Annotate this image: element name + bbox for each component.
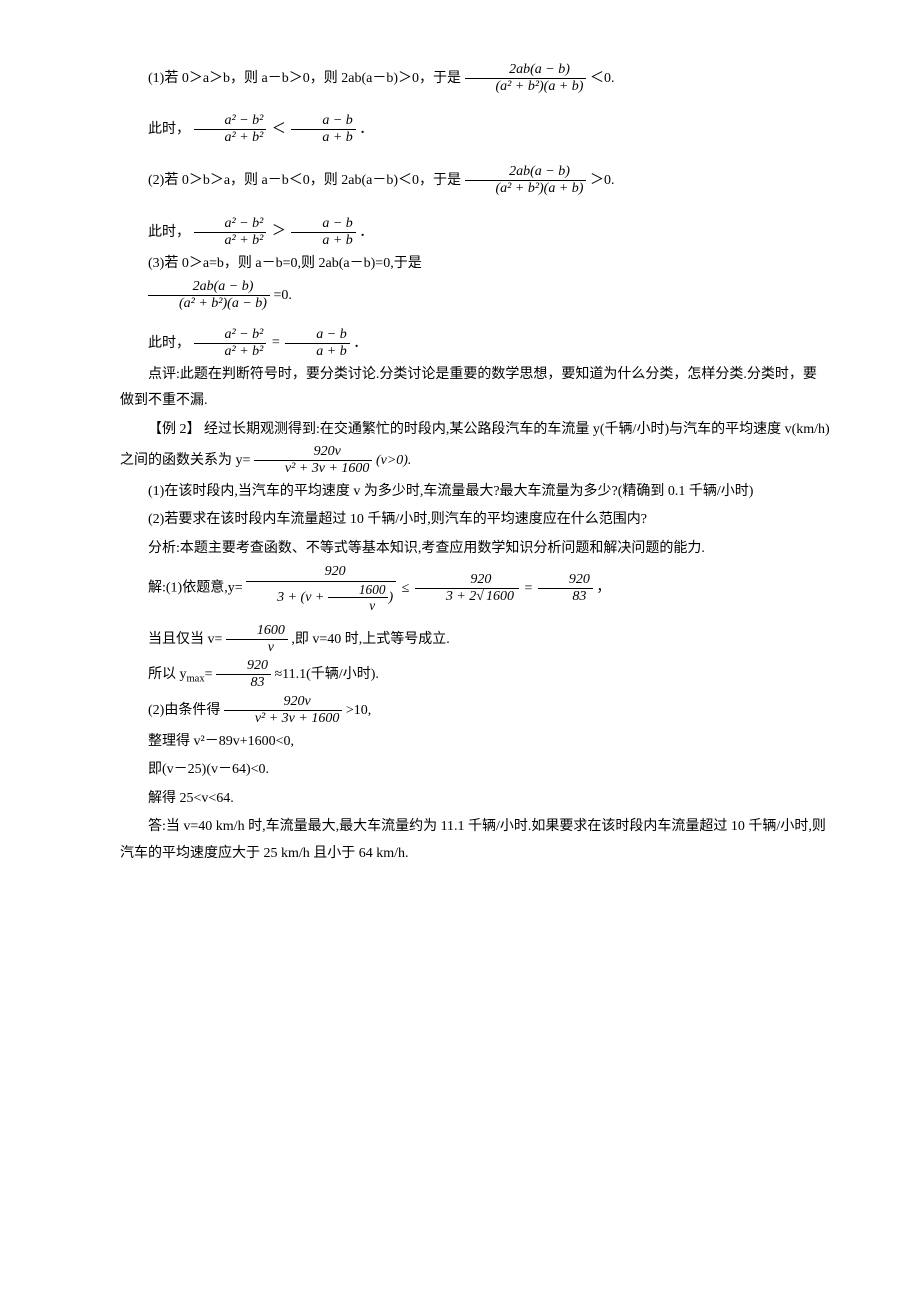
para-solve: 解得 25<v<64. (120, 786, 830, 813)
para-case1: (1)若 0＞a＞b，则 a－b＞0，则 2ab(a－b)＞0，于是 2ab(a… (120, 62, 830, 95)
text: >10, (346, 702, 371, 717)
text: 当且仅当 v= (148, 632, 222, 647)
text: 答:当 v=40 km/h 时,车流量最大,最大车流量约为 11.1 千辆/小时… (120, 819, 826, 861)
fraction-3: 2ab(a − b) (a² + b²)(a − b) (148, 279, 270, 312)
para-q2: (2)若要求在该时段内车流量超过 10 千辆/小时,则汽车的平均速度应在什么范围… (120, 507, 830, 534)
text: ． (359, 224, 373, 239)
text: 即(v－25)(v－64)<0. (148, 762, 269, 777)
para-case3-frac: 2ab(a − b) (a² + b²)(a − b) =0. (120, 279, 830, 312)
fraction-1: 2ab(a − b) (a² + b²)(a + b) (465, 62, 587, 95)
para-case2-result: 此时， a² − b² a² + b² ＞ a − b a + b ． (120, 216, 830, 249)
para-equality-cond: 当且仅当 v= 1600 v ,即 v=40 时,上式等号成立. (120, 623, 830, 656)
lt-sign: ＜ (270, 122, 288, 137)
text: 所以 y (148, 667, 187, 682)
fraction-2b-2: a − b a + b (291, 216, 355, 249)
text: ． (359, 122, 373, 137)
fraction-1b: 2ab(a − b) (a² + b²)(a + b) (465, 164, 587, 197)
text: =0. (273, 288, 291, 303)
para-case3-result: 此时， a² − b² a² + b² = a − b a + b ． (120, 327, 830, 360)
text: 此时， (148, 224, 190, 239)
fraction-sol-b: 920 3 + 2√1600 (415, 572, 519, 605)
para-example2: 【例 2】 经过长期观测得到:在交通繁忙的时段内,某公路段汽车的车流量 y(千辆… (120, 417, 830, 477)
text: (v>0). (376, 452, 412, 467)
text: 点评:此题在判断符号时，要分类讨论.分类讨论是重要的数学思想，要知道为什么分类，… (120, 367, 817, 409)
para-comment: 点评:此题在判断符号时，要分类讨论.分类讨论是重要的数学思想，要知道为什么分类，… (120, 362, 830, 415)
para-factor: 即(v－25)(v－64)<0. (120, 757, 830, 784)
text: (2)若 0＞b＞a，则 a－b＜0，则 2ab(a－b)＜0，于是 (148, 173, 461, 188)
fraction-2b: a − b a + b (291, 113, 355, 146)
text: (1)在该时段内,当汽车的平均速度 v 为多少时,车流量最大?最大车流量为多少?… (148, 484, 753, 499)
text: (2)若要求在该时段内车流量超过 10 千辆/小时,则汽车的平均速度应在什么范围… (148, 512, 647, 527)
text: ， (596, 581, 610, 596)
fraction-model-2: 920v v² + 3v + 1600 (224, 694, 343, 727)
fraction-model: 920v v² + 3v + 1600 (254, 444, 373, 477)
text: ,即 v=40 时,上式等号成立. (291, 632, 449, 647)
para-case1-result: 此时， a² − b² a² + b² ＜ a − b a + b ． (120, 113, 830, 146)
text: ＞0. (590, 173, 615, 188)
text: 解:(1)依题意,y= (148, 581, 243, 596)
para-simplify: 整理得 v²－89v+1600<0, (120, 729, 830, 756)
text: ＜0. (590, 71, 615, 86)
eq-sign-2: = (522, 581, 534, 596)
text: (2)由条件得 (148, 702, 220, 717)
para-q1: (1)在该时段内,当汽车的平均速度 v 为多少时,车流量最大?最大车流量为多少?… (120, 479, 830, 506)
text: 分析:本题主要考查函数、不等式等基本知识,考查应用数学知识分析问题和解决问题的能… (148, 541, 705, 556)
text: 整理得 v²－89v+1600<0, (148, 734, 294, 749)
le-sign: ≤ (400, 581, 412, 596)
text: 解得 25<v<64. (148, 791, 234, 806)
text: = (205, 667, 213, 682)
fraction-sol-c: 920 83 (538, 572, 593, 605)
para-case3: (3)若 0＞a=b，则 a－b=0,则 2ab(a－b)=0,于是 (120, 251, 830, 278)
text: 此时， (148, 335, 190, 350)
fraction-2a: a² − b² a² + b² (194, 113, 267, 146)
para-case2: (2)若 0＞b＞a，则 a－b＜0，则 2ab(a－b)＜0，于是 2ab(a… (120, 164, 830, 197)
para-solution2: (2)由条件得 920v v² + 3v + 1600 >10, (120, 694, 830, 727)
fraction-2a-3: a² − b² a² + b² (194, 327, 267, 360)
fraction-1600v: 1600 v (226, 623, 288, 656)
fraction-920-83: 920 83 (216, 658, 271, 691)
fraction-2a-2: a² − b² a² + b² (194, 216, 267, 249)
subscript-max: max (187, 674, 205, 685)
text: 【例 2】 经过长期观测得到:在交通繁忙的时段内,某公路段汽车的车流量 y(千辆… (120, 422, 830, 467)
para-ymax: 所以 ymax= 920 83 ≈11.1(千辆/小时). (120, 658, 830, 691)
para-solution1: 解:(1)依题意,y= 920 3 + (v + 1600 v ) ≤ 920 … (120, 564, 830, 613)
eq-sign: = (270, 335, 282, 350)
fraction-2b-3: a − b a + b (285, 327, 349, 360)
text: ≈11.1(千辆/小时). (274, 667, 378, 682)
fraction-sol-a: 920 3 + (v + 1600 v ) (246, 564, 396, 613)
gt-sign: ＞ (270, 224, 288, 239)
para-analysis: 分析:本题主要考查函数、不等式等基本知识,考查应用数学知识分析问题和解决问题的能… (120, 536, 830, 563)
text: (3)若 0＞a=b，则 a－b=0,则 2ab(a－b)=0,于是 (148, 256, 422, 271)
para-answer: 答:当 v=40 km/h 时,车流量最大,最大车流量约为 11.1 千辆/小时… (120, 814, 830, 867)
text: ． (353, 335, 367, 350)
text: 此时， (148, 122, 190, 137)
text: (1)若 0＞a＞b，则 a－b＞0，则 2ab(a－b)＞0，于是 (148, 71, 461, 86)
